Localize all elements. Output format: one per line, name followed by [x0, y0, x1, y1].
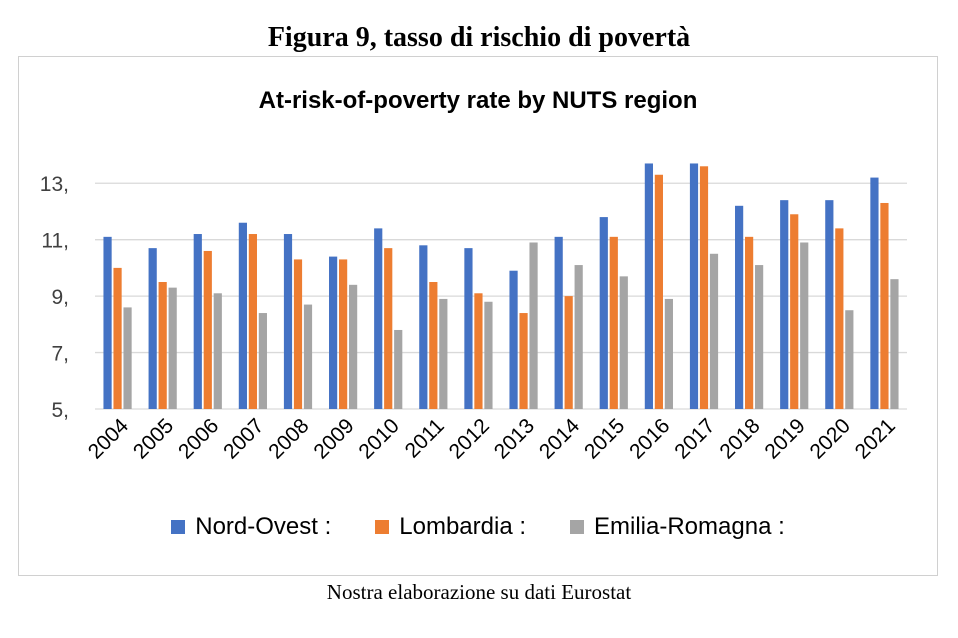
bar-emilia-romagna-2016 — [664, 298, 673, 409]
x-tick-label: 2015 — [580, 414, 629, 463]
bar-nord-ovest-2014 — [554, 236, 563, 409]
x-tick-label: 2018 — [715, 414, 764, 463]
bar-nord-ovest-2010 — [374, 228, 383, 409]
x-tick-label: 2009 — [309, 414, 358, 463]
legend-label: Emilia-Romagna : — [594, 513, 785, 540]
bar-emilia-romagna-2006 — [213, 293, 222, 409]
bar-lombardia-2018 — [745, 236, 754, 409]
bar-lombardia-2011 — [429, 282, 438, 409]
bar-emilia-romagna-2018 — [755, 265, 764, 409]
x-tick-label: 2012 — [445, 414, 494, 463]
bar-emilia-romagna-2019 — [800, 242, 809, 409]
y-tick-label: 9, — [51, 286, 69, 309]
bar-emilia-romagna-2011 — [439, 298, 448, 409]
legend-swatch-lombardia — [375, 520, 390, 534]
bar-lombardia-2020 — [835, 228, 844, 409]
legend-item-nord-ovest: Nord-Ovest : — [171, 513, 331, 541]
bar-emilia-romagna-2012 — [484, 301, 493, 409]
bar-lombardia-2004 — [113, 267, 122, 409]
figure-title: Figura 9, tasso di rischio di povertà — [267, 22, 691, 53]
chart-title: At-risk-of-poverty rate by NUTS region — [258, 87, 698, 114]
bar-emilia-romagna-2005 — [168, 287, 177, 409]
x-tick-label: 2006 — [174, 414, 223, 463]
bar-emilia-romagna-2017 — [709, 253, 719, 409]
bar-lombardia-2014 — [564, 296, 573, 409]
legend-swatch-nord-ovest — [171, 520, 186, 534]
bar-lombardia-2017 — [699, 166, 709, 409]
bar-lombardia-2021 — [880, 202, 889, 409]
bar-nord-ovest-2011 — [419, 245, 428, 409]
bar-lombardia-2010 — [384, 248, 393, 409]
x-tick-label: 2011 — [401, 414, 449, 462]
bar-lombardia-2015 — [609, 236, 618, 409]
bar-nord-ovest-2006 — [193, 234, 202, 409]
legend-label: Nord-Ovest : — [195, 513, 332, 540]
bar-emilia-romagna-2009 — [349, 284, 358, 409]
bar-lombardia-2006 — [203, 250, 212, 409]
legend-swatch-emilia-romagna — [570, 520, 585, 534]
chart-frame: 5, 7, 9, 11, 13, 2004 2005 2006 2007 2008 2009 2010… — [18, 56, 938, 576]
y-tick-label: 7, — [51, 343, 69, 366]
x-tick-label: 2004 — [84, 414, 134, 464]
y-tick-label: 11, — [41, 230, 69, 253]
x-tick-label: 2013 — [490, 414, 539, 463]
bar-lombardia-2016 — [654, 174, 663, 409]
x-tick-label: 2019 — [760, 414, 809, 463]
bar-nord-ovest-2020 — [825, 200, 834, 409]
bar-lombardia-2013 — [519, 313, 528, 409]
bar-nord-ovest-2008 — [283, 234, 293, 409]
x-tick-label: 2010 — [354, 414, 403, 463]
bar-nord-ovest-2012 — [464, 248, 473, 409]
bar-emilia-romagna-2020 — [845, 310, 854, 409]
bar-emilia-romagna-2015 — [619, 276, 628, 409]
x-tick-label: 2014 — [535, 414, 585, 464]
bar-nord-ovest-2019 — [780, 200, 789, 409]
source-note: Nostra elaborazione su dati Eurostat — [326, 580, 632, 604]
bar-lombardia-2019 — [790, 214, 799, 409]
x-tick-label: 2020 — [806, 414, 855, 463]
x-tick-label: 2016 — [625, 414, 674, 463]
x-tick-label: 2017 — [670, 414, 719, 463]
legend: Nord-Ovest : Lombardia : Emilia-Romagna … — [19, 513, 937, 541]
bar-lombardia-2012 — [474, 293, 483, 409]
bar-emilia-romagna-2021 — [890, 279, 899, 409]
bar-nord-ovest-2018 — [735, 205, 744, 409]
bar-emilia-romagna-2007 — [258, 313, 267, 409]
legend-item-emilia-romagna: Emilia-Romagna : — [570, 513, 785, 541]
bar-lombardia-2009 — [339, 259, 348, 409]
y-tick-label: 13, — [40, 173, 69, 196]
x-tick-label: 2008 — [264, 414, 313, 463]
bar-chart: 5, 7, 9, 11, 13, 2004200520062007200820092010… — [40, 163, 907, 464]
legend-item-lombardia: Lombardia : — [375, 513, 526, 541]
bar-nord-ovest-2021 — [870, 177, 879, 409]
bar-nord-ovest-2004 — [103, 236, 112, 409]
bar-lombardia-2005 — [158, 282, 167, 409]
x-tick-label: 2005 — [129, 414, 178, 463]
bar-nord-ovest-2013 — [509, 270, 518, 409]
bar-emilia-romagna-2010 — [394, 329, 403, 409]
bar-nord-ovest-2007 — [238, 222, 247, 409]
bar-nord-ovest-2017 — [689, 163, 699, 409]
x-tick-label: 2007 — [219, 414, 268, 463]
x-tick-label: 2021 — [851, 414, 900, 463]
bar-nord-ovest-2015 — [599, 217, 608, 409]
bar-nord-ovest-2005 — [148, 248, 157, 409]
legend-label: Lombardia : — [399, 513, 527, 540]
bar-emilia-romagna-2013 — [529, 242, 538, 409]
bar-emilia-romagna-2014 — [574, 265, 583, 409]
bar-lombardia-2008 — [293, 259, 303, 409]
bar-nord-ovest-2016 — [644, 163, 653, 409]
bar-lombardia-2007 — [248, 234, 257, 409]
bar-nord-ovest-2009 — [329, 256, 338, 409]
bar-emilia-romagna-2004 — [123, 307, 132, 409]
bar-emilia-romagna-2008 — [303, 304, 313, 409]
y-tick-label: 5, — [51, 399, 69, 422]
